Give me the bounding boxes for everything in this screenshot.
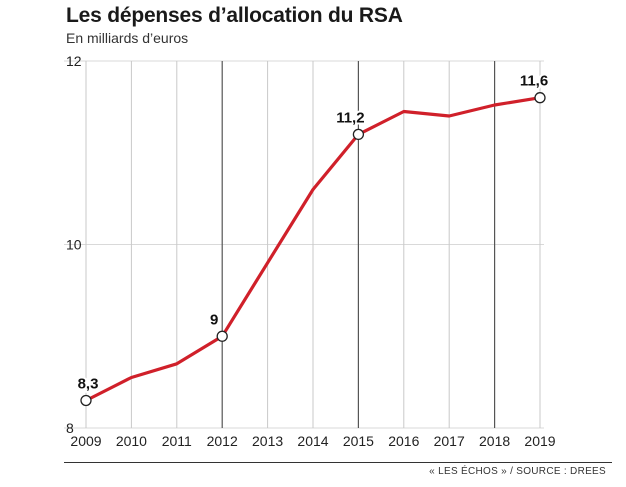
- x-tick-label: 2019: [524, 433, 555, 449]
- data-label: 9: [210, 311, 218, 328]
- footer-rule: [64, 462, 612, 463]
- x-tick-label: 2010: [116, 433, 147, 449]
- x-tick-label: 2014: [297, 433, 328, 449]
- x-axis-ticks: 2009 2010 2011 2012 2013 2014 2015 2016 2017 2018…: [70, 433, 555, 449]
- data-point-marker: [80, 394, 92, 407]
- y-tick-label: 8: [66, 420, 74, 436]
- data-label: 11,2: [336, 109, 364, 126]
- data-point-marker: [352, 128, 365, 141]
- data-label: 11,6: [520, 73, 548, 90]
- x-tick-label: 2011: [162, 433, 192, 449]
- chart-title: Les dépenses d’allocation du RSA: [66, 4, 403, 27]
- source-note: « LES ÉCHOS » / SOURCE : DREES: [429, 466, 606, 477]
- grid-lines: [64, 60, 544, 429]
- y-tick-label: 12: [66, 53, 82, 69]
- x-tick-label: 2016: [388, 433, 419, 449]
- data-points: [80, 92, 546, 407]
- data-label: 8,3: [78, 375, 99, 392]
- x-tick-label: 2009: [70, 433, 101, 449]
- series-line: [84, 96, 542, 403]
- data-labels: 8,3 9 11,2 11,6: [76, 71, 551, 395]
- data-point-marker: [216, 330, 228, 342]
- x-tick-label: 2012: [207, 433, 238, 449]
- x-tick-label: 2015: [343, 433, 374, 449]
- chart-subtitle: En milliards d’euros: [66, 30, 189, 46]
- x-tick-label: 2013: [252, 433, 283, 449]
- x-tick-label: 2017: [434, 433, 465, 449]
- y-tick-label: 10: [66, 237, 82, 253]
- data-point-marker: [534, 92, 546, 104]
- x-tick-label: 2018: [479, 433, 510, 449]
- y-axis-ticks: 8 10 12: [66, 53, 82, 436]
